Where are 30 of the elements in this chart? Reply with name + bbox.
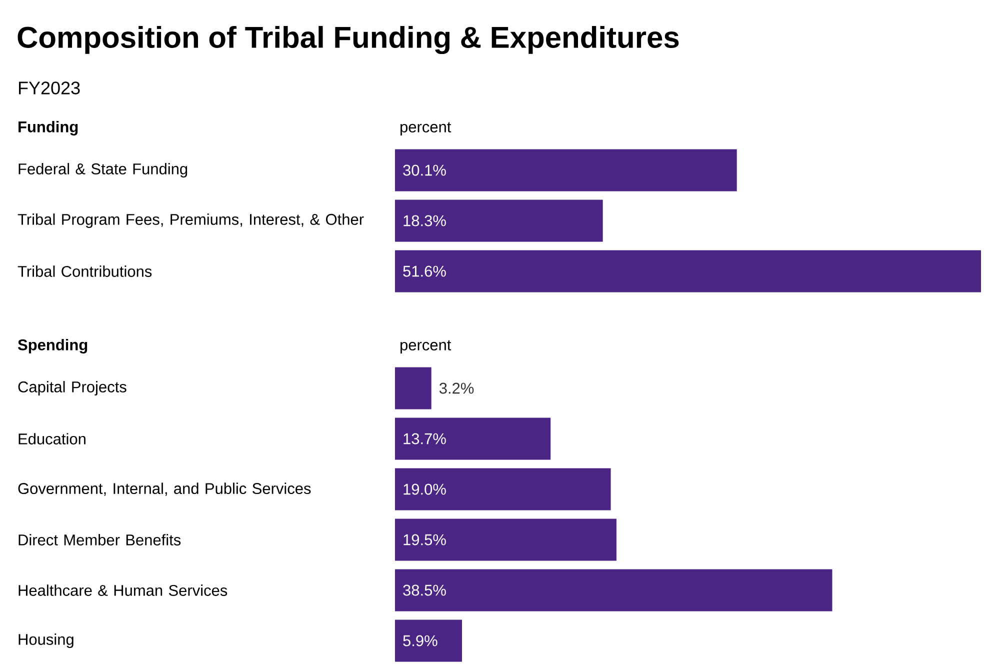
bar — [395, 468, 611, 510]
data-label: 3.2% — [439, 382, 474, 394]
y-tick-label: Tribal Program Fees, Premiums, Interest, & Other — [18, 214, 364, 228]
bar — [395, 620, 462, 662]
y-tick-label: Government, Internal, and Public Services — [18, 482, 311, 496]
data-label: 51.6% — [403, 266, 446, 277]
y-tick-label: Direct Member Benefits — [18, 534, 181, 546]
data-label: 13.7% — [404, 433, 446, 444]
y-tick-label: Capital Projects — [18, 381, 126, 396]
bar — [395, 418, 551, 460]
y-tick-label: Tribal Contributions — [18, 266, 152, 277]
bar — [395, 518, 616, 561]
x-axis-title: percent — [400, 122, 452, 136]
y-tick-label: Healthcare & Human Services — [18, 584, 228, 596]
chart-title: Composition of Tribal Funding & Expenditures — [18, 26, 679, 54]
data-label: 19.5% — [404, 534, 446, 546]
bar — [395, 569, 832, 612]
y-axis-title: Spending — [18, 338, 88, 354]
y-tick-label: Federal & State Funding — [18, 163, 188, 178]
x-axis-title: percent — [400, 340, 452, 354]
text: FY2023 — [19, 82, 80, 94]
data-label: 5.9% — [403, 635, 438, 646]
y-tick-label: Housing — [18, 634, 74, 648]
bar — [395, 367, 432, 410]
data-label: 30.1% — [403, 164, 446, 176]
y-tick-label: Education — [18, 433, 86, 444]
data-label: 19.0% — [404, 484, 446, 495]
data-label: 38.5% — [403, 584, 446, 596]
y-axis-title: Funding — [18, 120, 78, 136]
data-label: 18.3% — [404, 215, 446, 226]
